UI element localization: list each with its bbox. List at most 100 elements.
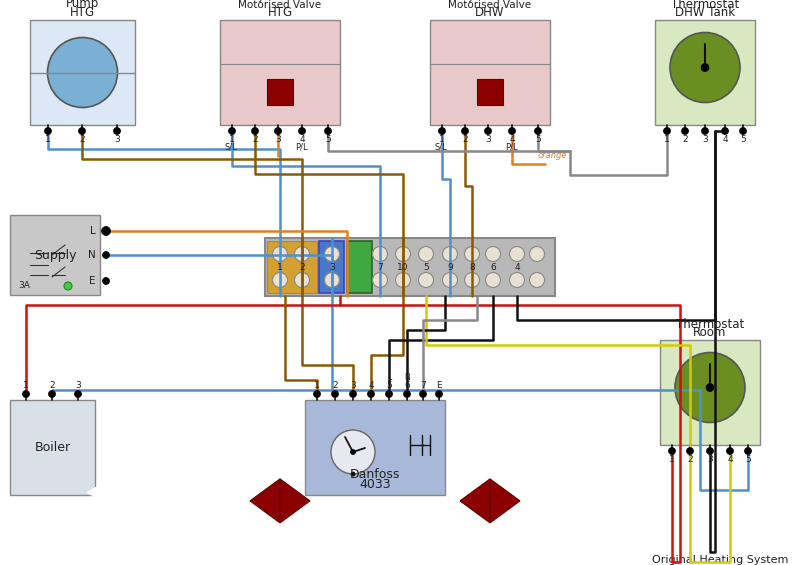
Text: 1: 1 <box>314 380 320 389</box>
Circle shape <box>510 272 525 288</box>
Text: 2: 2 <box>252 134 258 144</box>
Text: Pump: Pump <box>66 0 99 11</box>
Bar <box>655 20 755 125</box>
Circle shape <box>418 272 434 288</box>
Polygon shape <box>460 479 490 523</box>
Text: 7: 7 <box>420 380 426 389</box>
Text: 3: 3 <box>485 134 491 144</box>
Text: 2: 2 <box>332 380 338 389</box>
Circle shape <box>706 447 714 454</box>
Circle shape <box>273 246 287 262</box>
Text: Thermostat: Thermostat <box>676 319 744 332</box>
Text: 2: 2 <box>462 134 468 144</box>
Text: 3A: 3A <box>18 281 30 290</box>
Circle shape <box>509 128 515 134</box>
Text: Original Heating System
03/03/2013: Original Heating System 03/03/2013 <box>652 555 788 565</box>
Text: Danfoss: Danfoss <box>350 468 400 481</box>
Circle shape <box>314 390 321 398</box>
Text: L: L <box>387 372 391 381</box>
Text: 1: 1 <box>664 134 670 144</box>
Circle shape <box>675 353 745 423</box>
Circle shape <box>331 430 375 474</box>
Text: 3: 3 <box>114 134 120 144</box>
Circle shape <box>373 272 387 288</box>
Text: 5: 5 <box>423 263 429 272</box>
Text: Thermostat: Thermostat <box>671 0 739 11</box>
Bar <box>10 400 95 495</box>
Text: 3: 3 <box>707 454 713 463</box>
Text: 3: 3 <box>75 380 81 389</box>
Circle shape <box>22 390 30 398</box>
Circle shape <box>325 246 339 262</box>
Text: orange: orange <box>538 150 566 159</box>
Circle shape <box>486 246 501 262</box>
Text: 3: 3 <box>275 134 281 144</box>
Text: 3: 3 <box>350 380 356 389</box>
Text: 2: 2 <box>299 263 305 272</box>
Text: S/L: S/L <box>225 142 238 151</box>
Text: 1: 1 <box>439 134 445 144</box>
Circle shape <box>373 246 387 262</box>
Circle shape <box>78 128 86 134</box>
Circle shape <box>669 447 675 454</box>
Text: 7: 7 <box>377 263 383 272</box>
Circle shape <box>367 390 374 398</box>
Circle shape <box>510 246 525 262</box>
Text: Honeywell V4043H: Honeywell V4043H <box>230 0 330 2</box>
Text: 4033: 4033 <box>359 479 391 492</box>
Circle shape <box>745 447 751 454</box>
Text: S/L: S/L <box>434 142 447 151</box>
Circle shape <box>386 390 393 398</box>
Bar <box>319 241 344 293</box>
Text: Room: Room <box>694 327 726 340</box>
Circle shape <box>325 128 331 134</box>
Text: 2: 2 <box>79 134 85 144</box>
Text: 4: 4 <box>368 380 374 389</box>
Circle shape <box>102 227 110 236</box>
Text: 5: 5 <box>745 454 751 463</box>
Text: Motorised Valve: Motorised Valve <box>449 0 531 10</box>
Text: HTG: HTG <box>267 7 293 20</box>
Text: 1: 1 <box>229 134 235 144</box>
Text: E: E <box>436 380 442 389</box>
Circle shape <box>351 472 355 476</box>
Bar <box>267 241 317 293</box>
Circle shape <box>682 128 689 134</box>
Text: 3: 3 <box>329 263 335 272</box>
Circle shape <box>47 37 118 107</box>
Text: 10: 10 <box>398 263 409 272</box>
Text: 1: 1 <box>23 380 29 389</box>
Circle shape <box>49 390 55 398</box>
Circle shape <box>350 450 355 454</box>
Circle shape <box>442 272 458 288</box>
Circle shape <box>403 390 410 398</box>
Text: Supply: Supply <box>34 249 76 262</box>
Text: 5: 5 <box>740 134 746 144</box>
Bar <box>660 340 760 445</box>
Polygon shape <box>250 479 280 523</box>
Circle shape <box>722 128 729 134</box>
Circle shape <box>670 33 740 102</box>
Text: 5: 5 <box>386 380 392 389</box>
Text: 1: 1 <box>277 263 283 272</box>
Circle shape <box>74 390 82 398</box>
Circle shape <box>102 277 110 285</box>
Bar <box>267 79 293 105</box>
Circle shape <box>331 390 338 398</box>
Circle shape <box>45 128 51 134</box>
Circle shape <box>102 251 110 259</box>
Circle shape <box>530 246 545 262</box>
Text: Honeywell V4043H: Honeywell V4043H <box>441 0 539 2</box>
Circle shape <box>663 128 670 134</box>
Text: N: N <box>88 250 96 260</box>
Circle shape <box>438 128 446 134</box>
Text: 9: 9 <box>447 263 453 272</box>
Circle shape <box>485 128 491 134</box>
Circle shape <box>739 128 746 134</box>
Circle shape <box>251 128 258 134</box>
Circle shape <box>64 282 72 290</box>
Text: 1: 1 <box>669 454 675 463</box>
Circle shape <box>706 384 714 392</box>
Polygon shape <box>280 479 310 523</box>
Circle shape <box>702 128 709 134</box>
